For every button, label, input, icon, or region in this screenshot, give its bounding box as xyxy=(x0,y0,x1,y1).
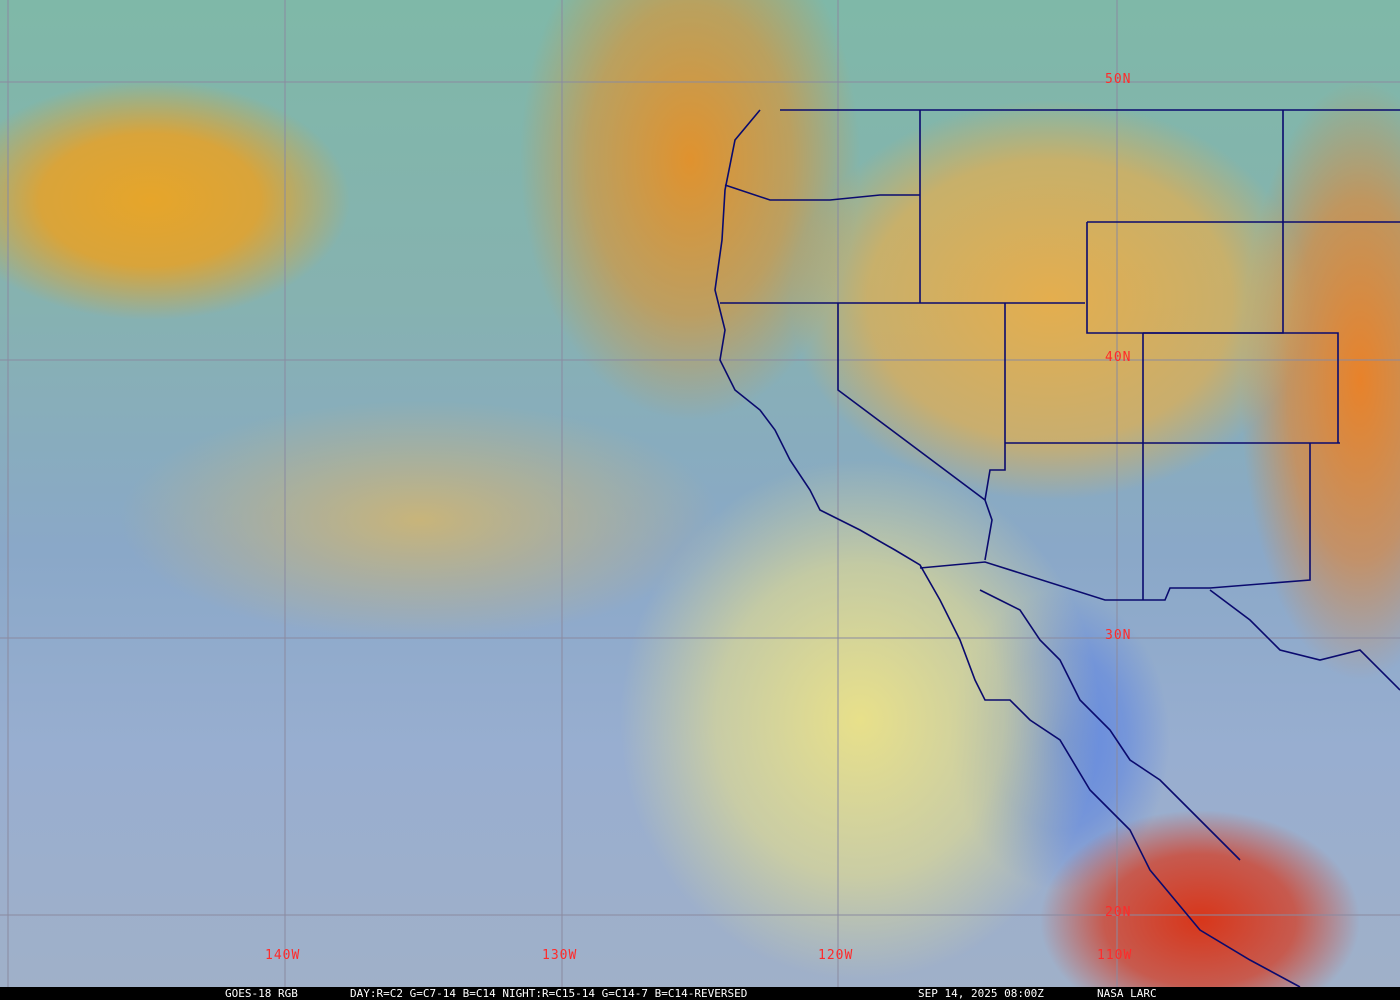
nv-az-border xyxy=(984,303,1006,501)
utah-wyoming-border xyxy=(1086,221,1284,334)
or-wa-border xyxy=(724,184,920,201)
lat-label-20n: 20N xyxy=(1105,905,1132,920)
montana-border xyxy=(1282,110,1400,223)
political-boundaries xyxy=(714,109,1400,987)
caption-timestamp: SEP 14, 2025 08:00Z xyxy=(918,987,1044,1000)
lon-label-110w: 110W xyxy=(1097,948,1133,963)
caption-product: GOES-18 RGB xyxy=(225,987,298,1000)
west-coastline xyxy=(714,109,1301,987)
lon-label-120w: 120W xyxy=(818,948,854,963)
lat-label-50n: 50N xyxy=(1105,72,1132,87)
lat-label-40n: 40N xyxy=(1105,350,1132,365)
baja-gulf-coast xyxy=(979,589,1241,861)
us-mexico-border xyxy=(919,561,1210,601)
mexico-mainland-coast xyxy=(1209,589,1400,691)
lon-label-130w: 130W xyxy=(542,948,578,963)
colorado-border xyxy=(1143,332,1339,443)
caption-recipe: DAY:R=C2 G=C7-14 B=C14 NIGHT:R=C15-14 G=… xyxy=(350,987,748,1000)
lon-label-140w: 140W xyxy=(265,948,301,963)
image-caption-bar: GOES-18 RGB DAY:R=C2 G=C7-14 B=C14 NIGHT… xyxy=(0,987,1400,1000)
lat-label-30n: 30N xyxy=(1105,628,1132,643)
nm-tx-border xyxy=(1209,443,1311,589)
caption-credit: NASA LARC xyxy=(1097,987,1157,1000)
nv-ca-border xyxy=(837,303,993,561)
